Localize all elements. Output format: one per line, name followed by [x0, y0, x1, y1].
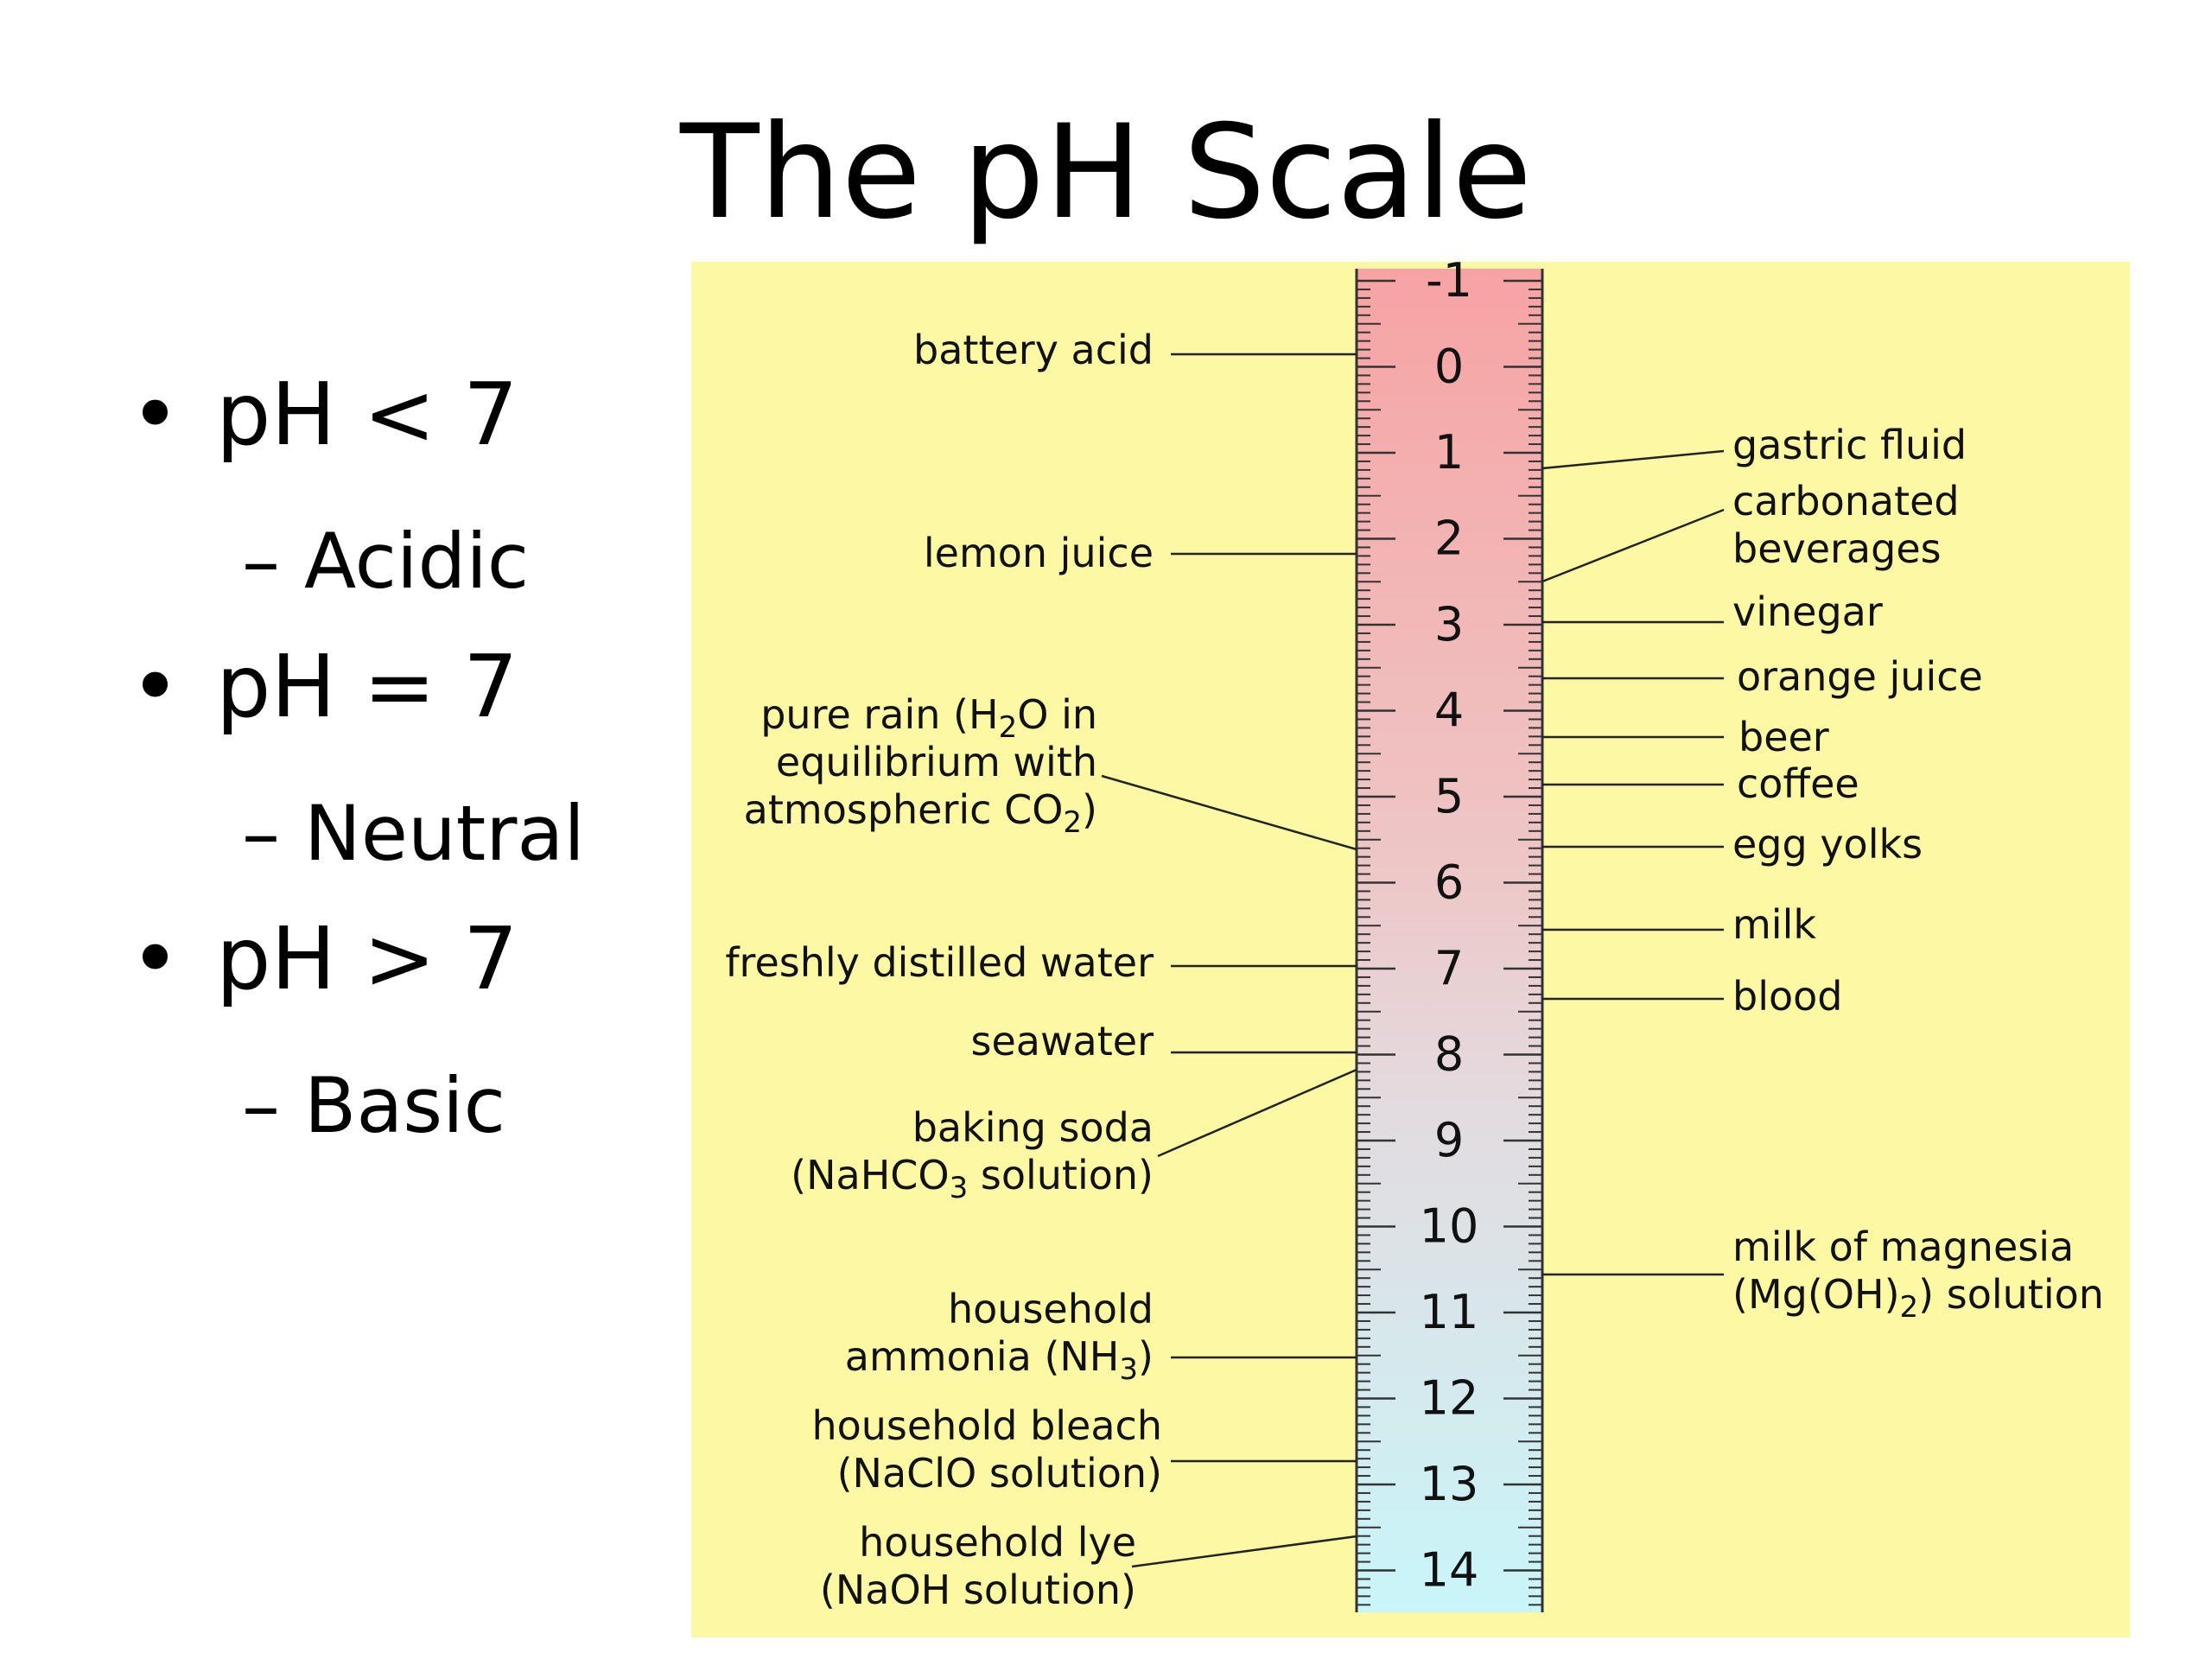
bullet-text: pH = 7 [216, 636, 518, 737]
leader-pure-rain [1101, 774, 1357, 851]
tick-label-2: 2 [1434, 512, 1464, 566]
sub-bullet-acidic: – Acidic [242, 517, 530, 606]
tick-label-3: 3 [1434, 597, 1464, 652]
tick-label-12: 12 [1420, 1371, 1479, 1426]
label-pure-rain: pure rain (H2O in equilibrium with atmosph… [743, 691, 1097, 840]
tick-label-11: 11 [1420, 1285, 1479, 1339]
label-orange-juice: orange juice [1737, 653, 1983, 700]
label-milk-of-magnesia: milk of magnesia (Mg(OH)2) solution [1732, 1224, 2104, 1325]
leader-baking-soda [1157, 1068, 1357, 1158]
scale-ticks [1357, 279, 1542, 1606]
bullet-dot: • [130, 636, 181, 737]
label-beer: beer [1738, 714, 1829, 760]
tick-label-10: 10 [1420, 1199, 1479, 1254]
label-milk: milk [1732, 901, 1817, 948]
leader-lye [1131, 1535, 1357, 1568]
label-lye: household lye (NaOH solution) [819, 1519, 1136, 1613]
sub-bullet-text: Basic [303, 1061, 505, 1150]
label-lemon-juice: lemon juice [923, 530, 1154, 576]
tick-label-4: 4 [1434, 683, 1464, 738]
label-seawater: seawater [970, 1018, 1154, 1065]
leader-lines [1101, 353, 1725, 1568]
label-ammonia: household ammonia (NH3) [844, 1286, 1154, 1387]
tick-label-7: 7 [1434, 941, 1464, 995]
sub-bullet-text: Acidic [303, 517, 530, 606]
label-blood: blood [1732, 973, 1843, 1020]
label-baking-soda: baking soda (NaHCO3 solution) [791, 1104, 1154, 1205]
tick-label-9: 9 [1434, 1113, 1464, 1167]
tick-label-1: 1 [1434, 425, 1464, 480]
sub-bullet-basic: – Basic [242, 1061, 505, 1150]
label-gastric-fluid: gastric fluid [1732, 422, 1967, 468]
leader-gastric-fluid [1541, 449, 1725, 470]
label-carbonated-beverages: carbonated beverages [1732, 478, 1960, 572]
tick-label-5: 5 [1434, 769, 1464, 823]
label-coffee: coffee [1737, 760, 1859, 807]
tick-label-8: 8 [1434, 1027, 1464, 1082]
label-bleach: household bleach (NaClO solution) [811, 1402, 1162, 1497]
bullet-text: pH > 7 [216, 908, 518, 1009]
tick-label-13: 13 [1420, 1457, 1479, 1511]
leader-carbonated [1541, 508, 1725, 583]
ph-scale-diagram: -1 0 1 2 3 4 5 6 7 8 9 10 11 12 13 14 battery acid lemo… [691, 262, 2130, 1637]
tick-label--1: -1 [1426, 262, 1472, 308]
bullet-dot: • [130, 908, 181, 1009]
bullet-dot: • [130, 364, 181, 465]
label-distilled-water: freshly distilled water [725, 939, 1154, 986]
bullet-text: pH < 7 [216, 364, 518, 465]
label-egg-yolks: egg yolks [1732, 821, 1923, 868]
sub-bullet-neutral: – Neutral [242, 789, 585, 878]
slide-title: The pH Scale [680, 98, 1532, 248]
label-battery-acid: battery acid [913, 327, 1154, 373]
label-vinegar: vinegar [1732, 588, 1883, 635]
scale-bar [1357, 269, 1542, 1612]
sub-bullet-text: Neutral [303, 789, 585, 878]
tick-label-0: 0 [1434, 340, 1464, 394]
tick-label-14: 14 [1420, 1543, 1479, 1598]
tick-label-6: 6 [1434, 855, 1464, 910]
